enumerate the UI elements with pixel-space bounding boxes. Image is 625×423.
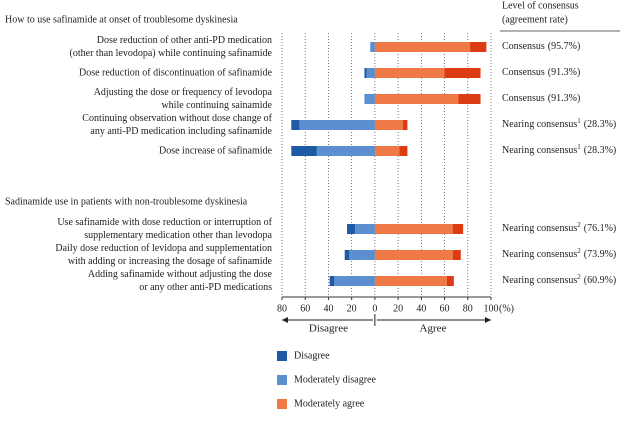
bar-segment bbox=[344, 250, 350, 260]
consensus-level: Consensus bbox=[502, 41, 545, 52]
bar-segment bbox=[374, 276, 447, 286]
x-unit: (%) bbox=[499, 303, 514, 314]
consensus-level: Nearing consensus bbox=[502, 275, 577, 286]
legend-swatch bbox=[277, 399, 287, 409]
consensus-header: (agreement rate) bbox=[502, 14, 568, 25]
footnote-mark: 1 bbox=[577, 117, 581, 125]
consensus-rate: (28.3%) bbox=[584, 145, 617, 156]
bar-segment bbox=[374, 120, 403, 130]
consensus-level: Nearing consensus bbox=[502, 223, 577, 234]
consensus-label: Nearing consensus2 (76.1%) bbox=[502, 221, 616, 235]
category-label: Dose increase of safinamide bbox=[159, 145, 273, 156]
bar-segment bbox=[402, 120, 408, 130]
category-label: or any other anti-PD medications bbox=[139, 282, 272, 293]
bar-segment bbox=[458, 94, 481, 104]
footnote-mark: 2 bbox=[577, 247, 581, 255]
footnote-mark: 2 bbox=[577, 221, 581, 229]
legend-label: Disagree bbox=[294, 350, 330, 361]
bar-segment bbox=[366, 68, 375, 78]
consensus-label: Nearing consensus1 (28.3%) bbox=[502, 143, 616, 157]
category-label: while continuing sainamide bbox=[161, 100, 272, 111]
consensus-rate: (95.7%) bbox=[548, 41, 581, 52]
x-tick-label: 40 bbox=[323, 303, 333, 314]
legend-swatch bbox=[277, 375, 287, 385]
consensus-level: Nearing consensus bbox=[502, 119, 577, 130]
consensus-header: Level of consensus bbox=[502, 0, 579, 11]
bar-segment bbox=[452, 224, 464, 234]
consensus-level: Nearing consensus bbox=[502, 145, 577, 156]
axis-side-label: Agree bbox=[420, 323, 447, 335]
category-label: Dose reduction of discontinuation of saf… bbox=[79, 67, 273, 78]
x-tick-label: 0 bbox=[372, 303, 377, 314]
bar-segment bbox=[299, 120, 375, 130]
x-tick-label: 80 bbox=[463, 303, 473, 314]
category-label: Continuing observation without dose chan… bbox=[82, 113, 272, 124]
group-title: Sadinamide use in patients with non-trou… bbox=[5, 196, 248, 207]
bar-segment bbox=[452, 250, 461, 260]
x-tick-label: 60 bbox=[300, 303, 310, 314]
consensus-rate: (60.9%) bbox=[584, 275, 617, 286]
x-tick-label: 100 bbox=[484, 303, 499, 314]
legend-label: Moderately agree bbox=[294, 398, 365, 409]
consensus-rate: (76.1%) bbox=[584, 223, 617, 234]
consensus-label: Consensus (95.7%) bbox=[502, 41, 580, 52]
bar-segment bbox=[364, 68, 367, 78]
bar-segment bbox=[470, 42, 487, 52]
legend-swatch bbox=[277, 351, 287, 361]
bar-segment bbox=[374, 42, 471, 52]
consensus-label: Nearing consensus2 (73.9%) bbox=[502, 247, 616, 261]
bar-segment bbox=[446, 276, 454, 286]
bar-segment bbox=[355, 224, 375, 234]
category-label: Use safinamide with dose reduction or in… bbox=[57, 217, 272, 228]
consensus-label: Nearing consensus2 (60.9%) bbox=[502, 273, 616, 287]
bar-segment bbox=[291, 146, 317, 156]
consensus-level: Consensus bbox=[502, 67, 545, 78]
category-label: (other than levodopa) while continuing s… bbox=[70, 48, 273, 59]
bar-segment bbox=[364, 94, 375, 104]
bar-segment bbox=[334, 276, 375, 286]
category-label: Adjusting the dose or frequency of levod… bbox=[94, 87, 273, 98]
footnote-mark: 1 bbox=[577, 143, 581, 151]
category-label: Adding safinamide without adjusting the … bbox=[88, 269, 273, 280]
category-label: Dose reduction of other anti-PD medicati… bbox=[97, 35, 272, 46]
bar-segment bbox=[374, 94, 459, 104]
bar-segment bbox=[291, 120, 300, 130]
consensus-rate: (73.9%) bbox=[584, 249, 617, 260]
consensus-label: Consensus (91.3%) bbox=[502, 67, 580, 78]
arrowhead bbox=[485, 317, 491, 323]
bar-segment bbox=[374, 250, 453, 260]
consensus-rate: (91.3%) bbox=[548, 93, 581, 104]
category-label: with adding or increasing the dosage of … bbox=[68, 256, 273, 267]
category-label: any anti-PD medication including safinam… bbox=[90, 126, 272, 137]
bar-segment bbox=[349, 250, 375, 260]
consensus-rate: (28.3%) bbox=[584, 119, 617, 130]
legend-label: Moderately disagree bbox=[294, 374, 376, 385]
bar-segment bbox=[374, 68, 445, 78]
x-tick-label: 20 bbox=[347, 303, 357, 314]
group-title: How to use safinamide at onset of troubl… bbox=[5, 14, 238, 25]
bar-segment bbox=[316, 146, 375, 156]
x-tick-label: 60 bbox=[440, 303, 450, 314]
bar-segment bbox=[347, 224, 356, 234]
bar-segment bbox=[374, 224, 453, 234]
consensus-label: Consensus (91.3%) bbox=[502, 93, 580, 104]
consensus-label: Nearing consensus1 (28.3%) bbox=[502, 117, 616, 131]
arrowhead bbox=[282, 317, 288, 323]
bar-segment bbox=[374, 146, 400, 156]
bar-segment bbox=[370, 42, 375, 52]
x-tick-label: 40 bbox=[416, 303, 426, 314]
consensus-level: Nearing consensus bbox=[502, 249, 577, 260]
footnote-mark: 2 bbox=[577, 273, 581, 281]
bar-segment bbox=[329, 276, 335, 286]
category-label: supplementary medication other than levo… bbox=[84, 230, 272, 241]
x-tick-label: 20 bbox=[393, 303, 403, 314]
bar-segment bbox=[399, 146, 408, 156]
x-tick-label: 80 bbox=[277, 303, 287, 314]
consensus-rate: (91.3%) bbox=[548, 67, 581, 78]
category-label: Daily dose reduction of levidopa and sup… bbox=[55, 243, 272, 254]
axis-side-label: Disagree bbox=[309, 323, 348, 335]
consensus-level: Consensus bbox=[502, 93, 545, 104]
bar-segment bbox=[444, 68, 481, 78]
